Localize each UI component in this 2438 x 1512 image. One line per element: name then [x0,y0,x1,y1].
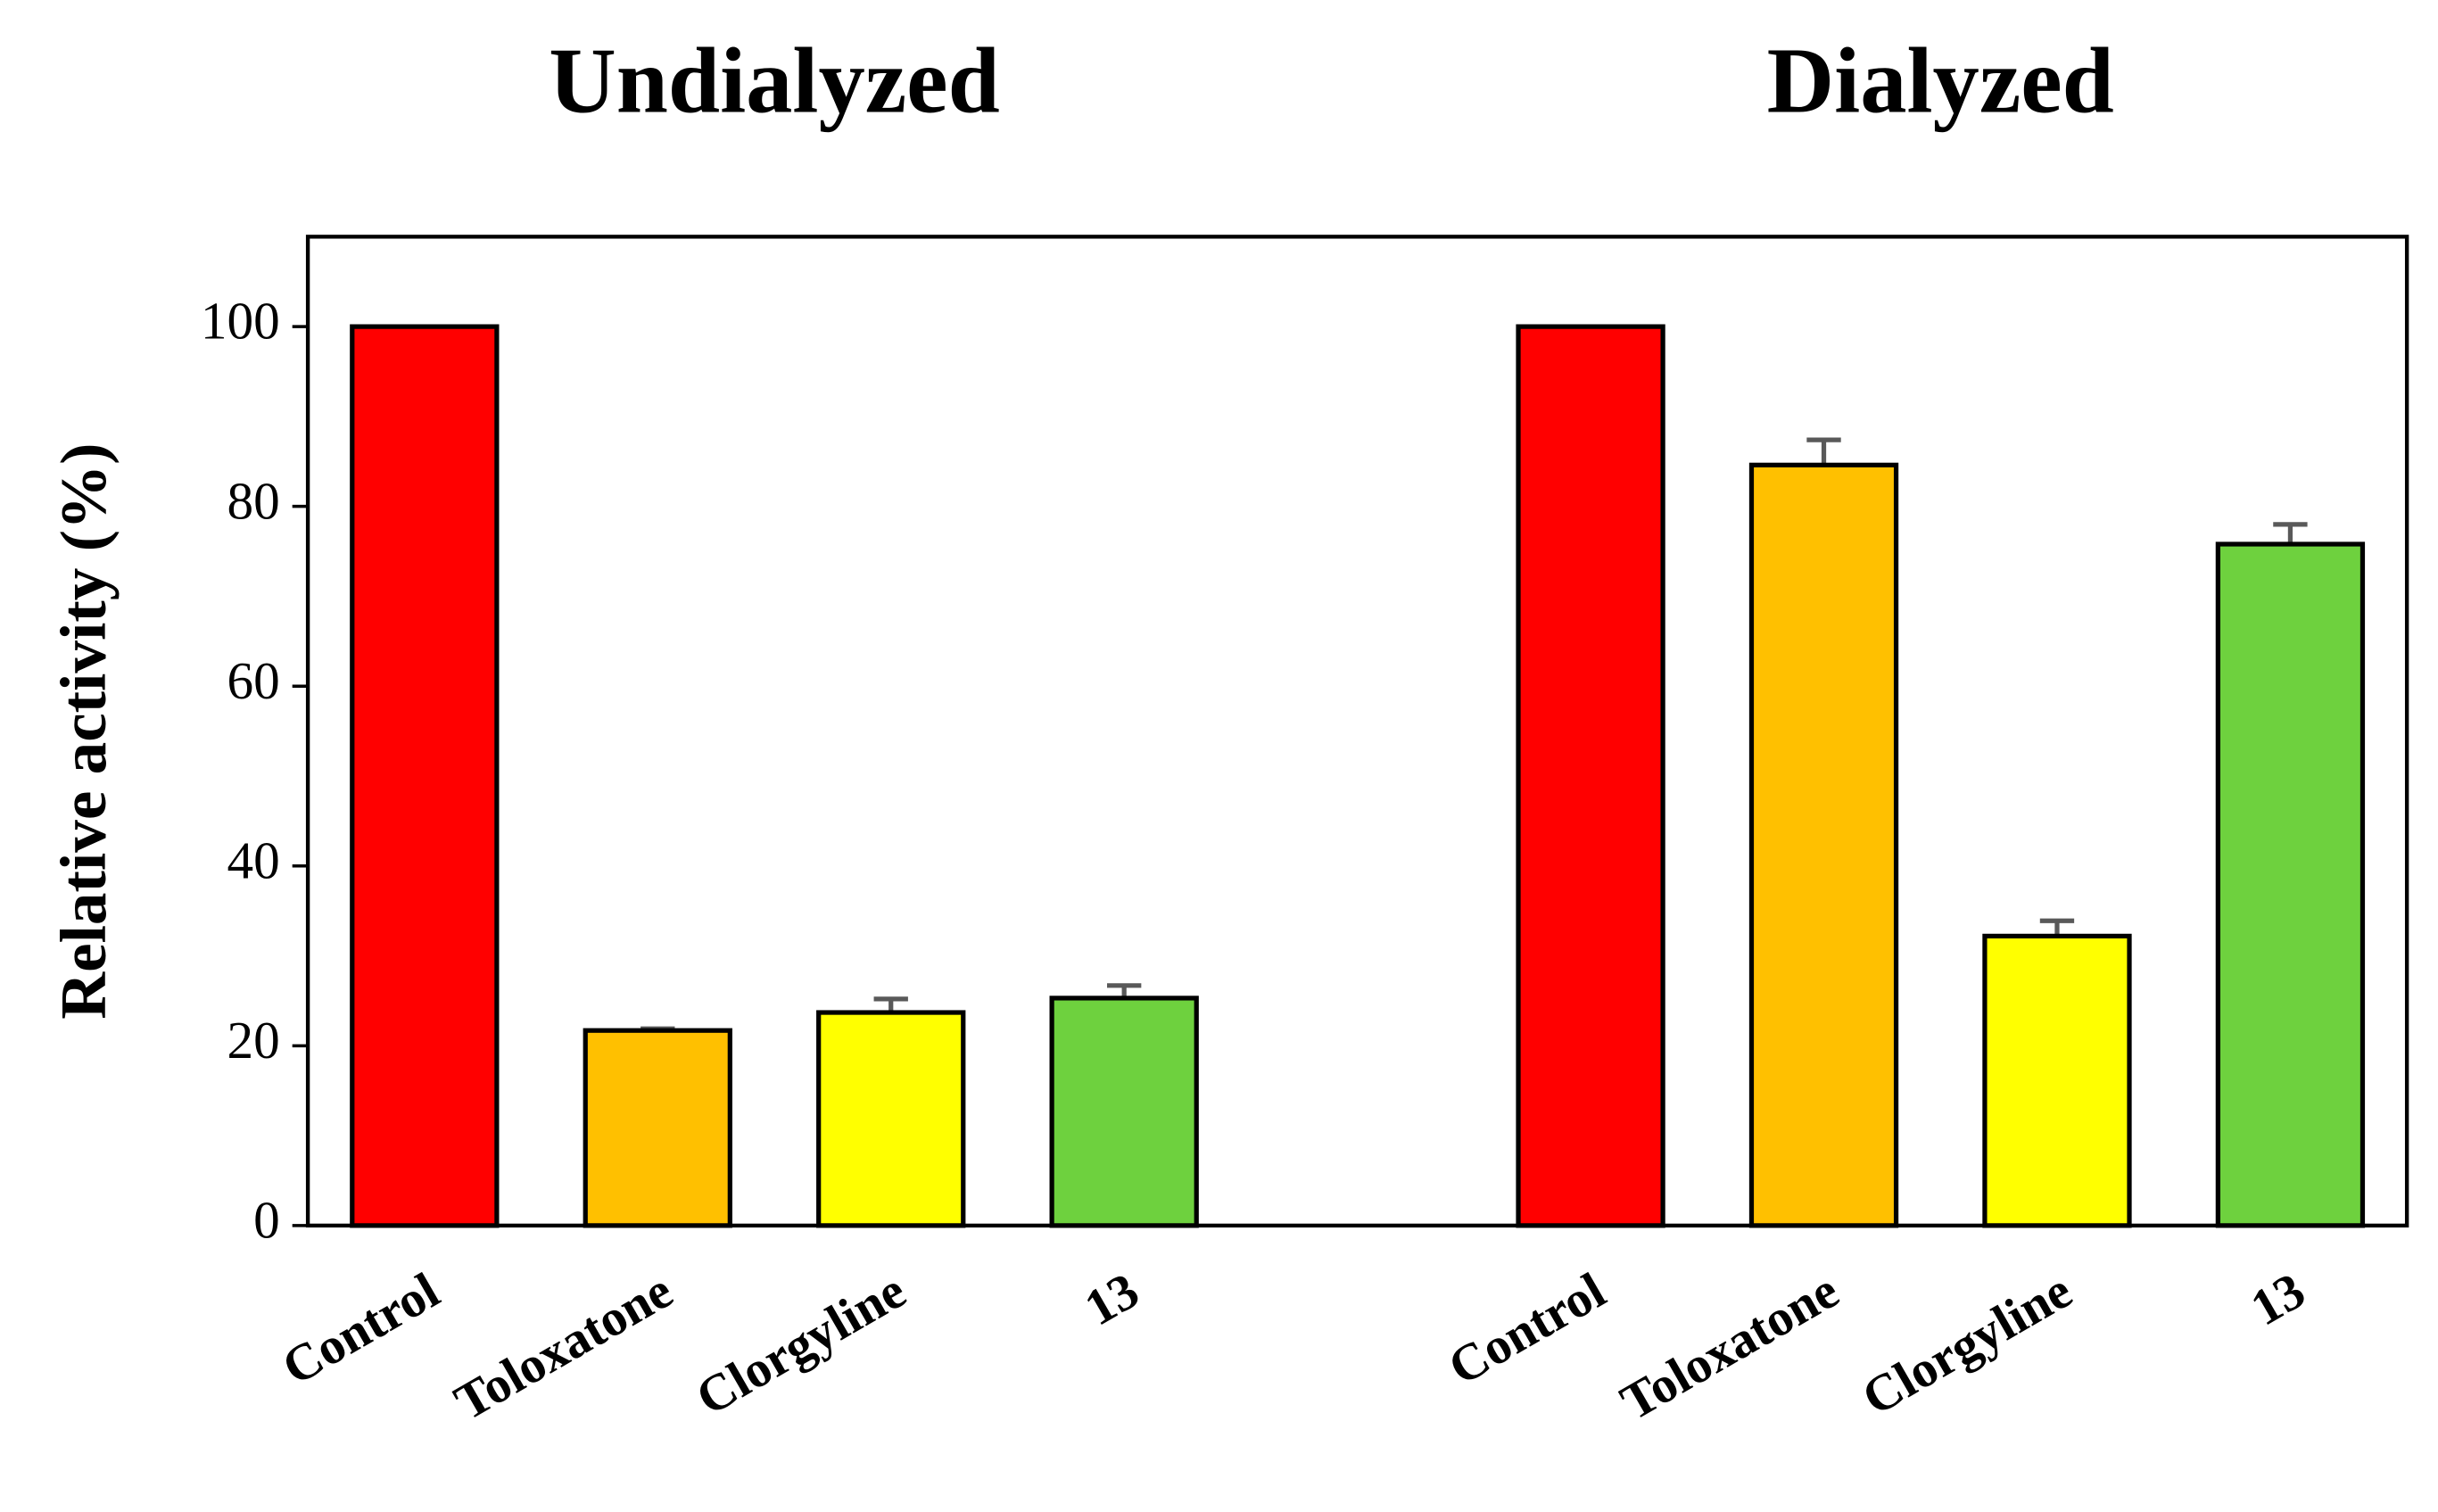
x-tick-label: Control [273,1262,449,1396]
x-tick-label: Control [1440,1262,1616,1396]
y-tick-label: 0 [253,1190,280,1249]
bar [1049,996,1199,1228]
y-tick-label: 100 [201,292,280,351]
bar [816,1010,966,1228]
bar [2215,541,2366,1228]
y-axis-label: Relative activity (%) [47,442,120,1019]
bar [1748,462,1899,1228]
x-tick-label: Clorgyline [1853,1262,2081,1426]
bar [1516,324,1665,1228]
x-tick-label: Toloxatone [445,1262,682,1431]
y-tick-label: 60 [227,651,279,710]
x-tick-label: 13 [2242,1262,2314,1336]
bar [583,1028,732,1228]
bar [350,324,500,1228]
y-tick-label: 80 [227,471,279,530]
x-tick-label: 13 [1076,1262,1148,1336]
group-title: Dialyzed [1767,29,2114,133]
bar [1982,933,2132,1228]
y-tick-label: 40 [227,830,279,889]
group-title: Undialyzed [549,29,999,133]
x-tick-label: Toloxatone [1612,1262,1848,1431]
y-tick-label: 20 [227,1011,279,1070]
plot-frame [305,235,2409,1228]
x-tick-label: Clorgyline [687,1262,915,1426]
